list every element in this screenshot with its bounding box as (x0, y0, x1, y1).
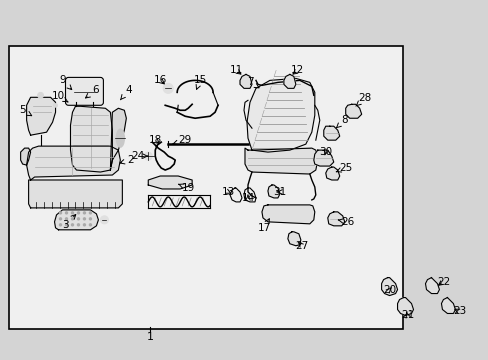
Text: 11: 11 (229, 66, 242, 76)
Bar (9, 45, 402, 329)
Text: 30: 30 (319, 147, 332, 157)
Circle shape (60, 224, 61, 226)
Polygon shape (345, 104, 361, 118)
Polygon shape (441, 298, 454, 314)
Polygon shape (267, 185, 279, 198)
Ellipse shape (116, 129, 124, 147)
Circle shape (89, 224, 91, 226)
Circle shape (60, 218, 61, 220)
Polygon shape (70, 106, 112, 172)
Text: 1: 1 (146, 332, 153, 342)
Text: 21: 21 (400, 310, 413, 320)
Text: 16: 16 (153, 75, 166, 85)
Polygon shape (323, 126, 339, 140)
Polygon shape (29, 180, 122, 208)
Circle shape (89, 218, 91, 220)
Text: 5: 5 (20, 105, 32, 116)
Polygon shape (327, 212, 344, 226)
Text: 6: 6 (85, 85, 99, 98)
Polygon shape (110, 108, 126, 170)
Polygon shape (284, 75, 295, 88)
Text: 29: 29 (173, 135, 191, 145)
Text: 24: 24 (131, 151, 147, 161)
Text: 27: 27 (295, 241, 308, 251)
Text: 20: 20 (382, 284, 395, 294)
Polygon shape (246, 78, 314, 152)
Polygon shape (325, 167, 339, 180)
Polygon shape (425, 278, 439, 293)
Circle shape (89, 212, 91, 214)
Circle shape (65, 218, 67, 220)
Text: 31: 31 (273, 187, 286, 197)
Polygon shape (244, 148, 317, 174)
Text: 23: 23 (452, 306, 465, 316)
Text: 2: 2 (120, 155, 133, 165)
Polygon shape (240, 75, 251, 88)
Circle shape (77, 218, 80, 220)
Polygon shape (262, 205, 314, 224)
Polygon shape (26, 97, 56, 135)
Circle shape (60, 212, 61, 214)
Text: 22: 22 (436, 276, 449, 287)
FancyBboxPatch shape (65, 77, 103, 105)
Polygon shape (20, 148, 31, 165)
Text: 25: 25 (336, 163, 352, 173)
Text: 14: 14 (241, 193, 254, 203)
Text: 12: 12 (291, 66, 304, 76)
Polygon shape (397, 298, 413, 315)
Circle shape (77, 212, 80, 214)
Text: 9: 9 (59, 75, 72, 90)
Circle shape (65, 224, 67, 226)
Text: 8: 8 (336, 115, 347, 128)
Text: 7: 7 (246, 77, 259, 88)
Polygon shape (381, 278, 397, 296)
Circle shape (77, 224, 80, 226)
Circle shape (83, 212, 85, 214)
Text: 17: 17 (257, 219, 270, 233)
Circle shape (163, 84, 173, 93)
Text: 18: 18 (148, 135, 162, 145)
Text: 10: 10 (52, 91, 68, 102)
Circle shape (53, 103, 58, 107)
Text: 13: 13 (221, 187, 234, 197)
Text: 4: 4 (120, 85, 131, 100)
Circle shape (71, 224, 73, 226)
Text: 28: 28 (355, 93, 370, 106)
Text: 3: 3 (62, 215, 76, 230)
Polygon shape (26, 146, 120, 180)
Text: 26: 26 (338, 217, 354, 227)
Polygon shape (55, 210, 98, 230)
Circle shape (83, 218, 85, 220)
Polygon shape (287, 232, 300, 246)
Circle shape (100, 216, 108, 224)
Polygon shape (313, 150, 333, 166)
Text: 19: 19 (178, 183, 194, 193)
Polygon shape (148, 176, 192, 189)
Text: 15: 15 (193, 75, 206, 89)
Circle shape (83, 224, 85, 226)
Circle shape (71, 212, 73, 214)
Circle shape (38, 92, 43, 98)
Circle shape (144, 152, 152, 160)
Circle shape (65, 212, 67, 214)
Circle shape (71, 218, 73, 220)
